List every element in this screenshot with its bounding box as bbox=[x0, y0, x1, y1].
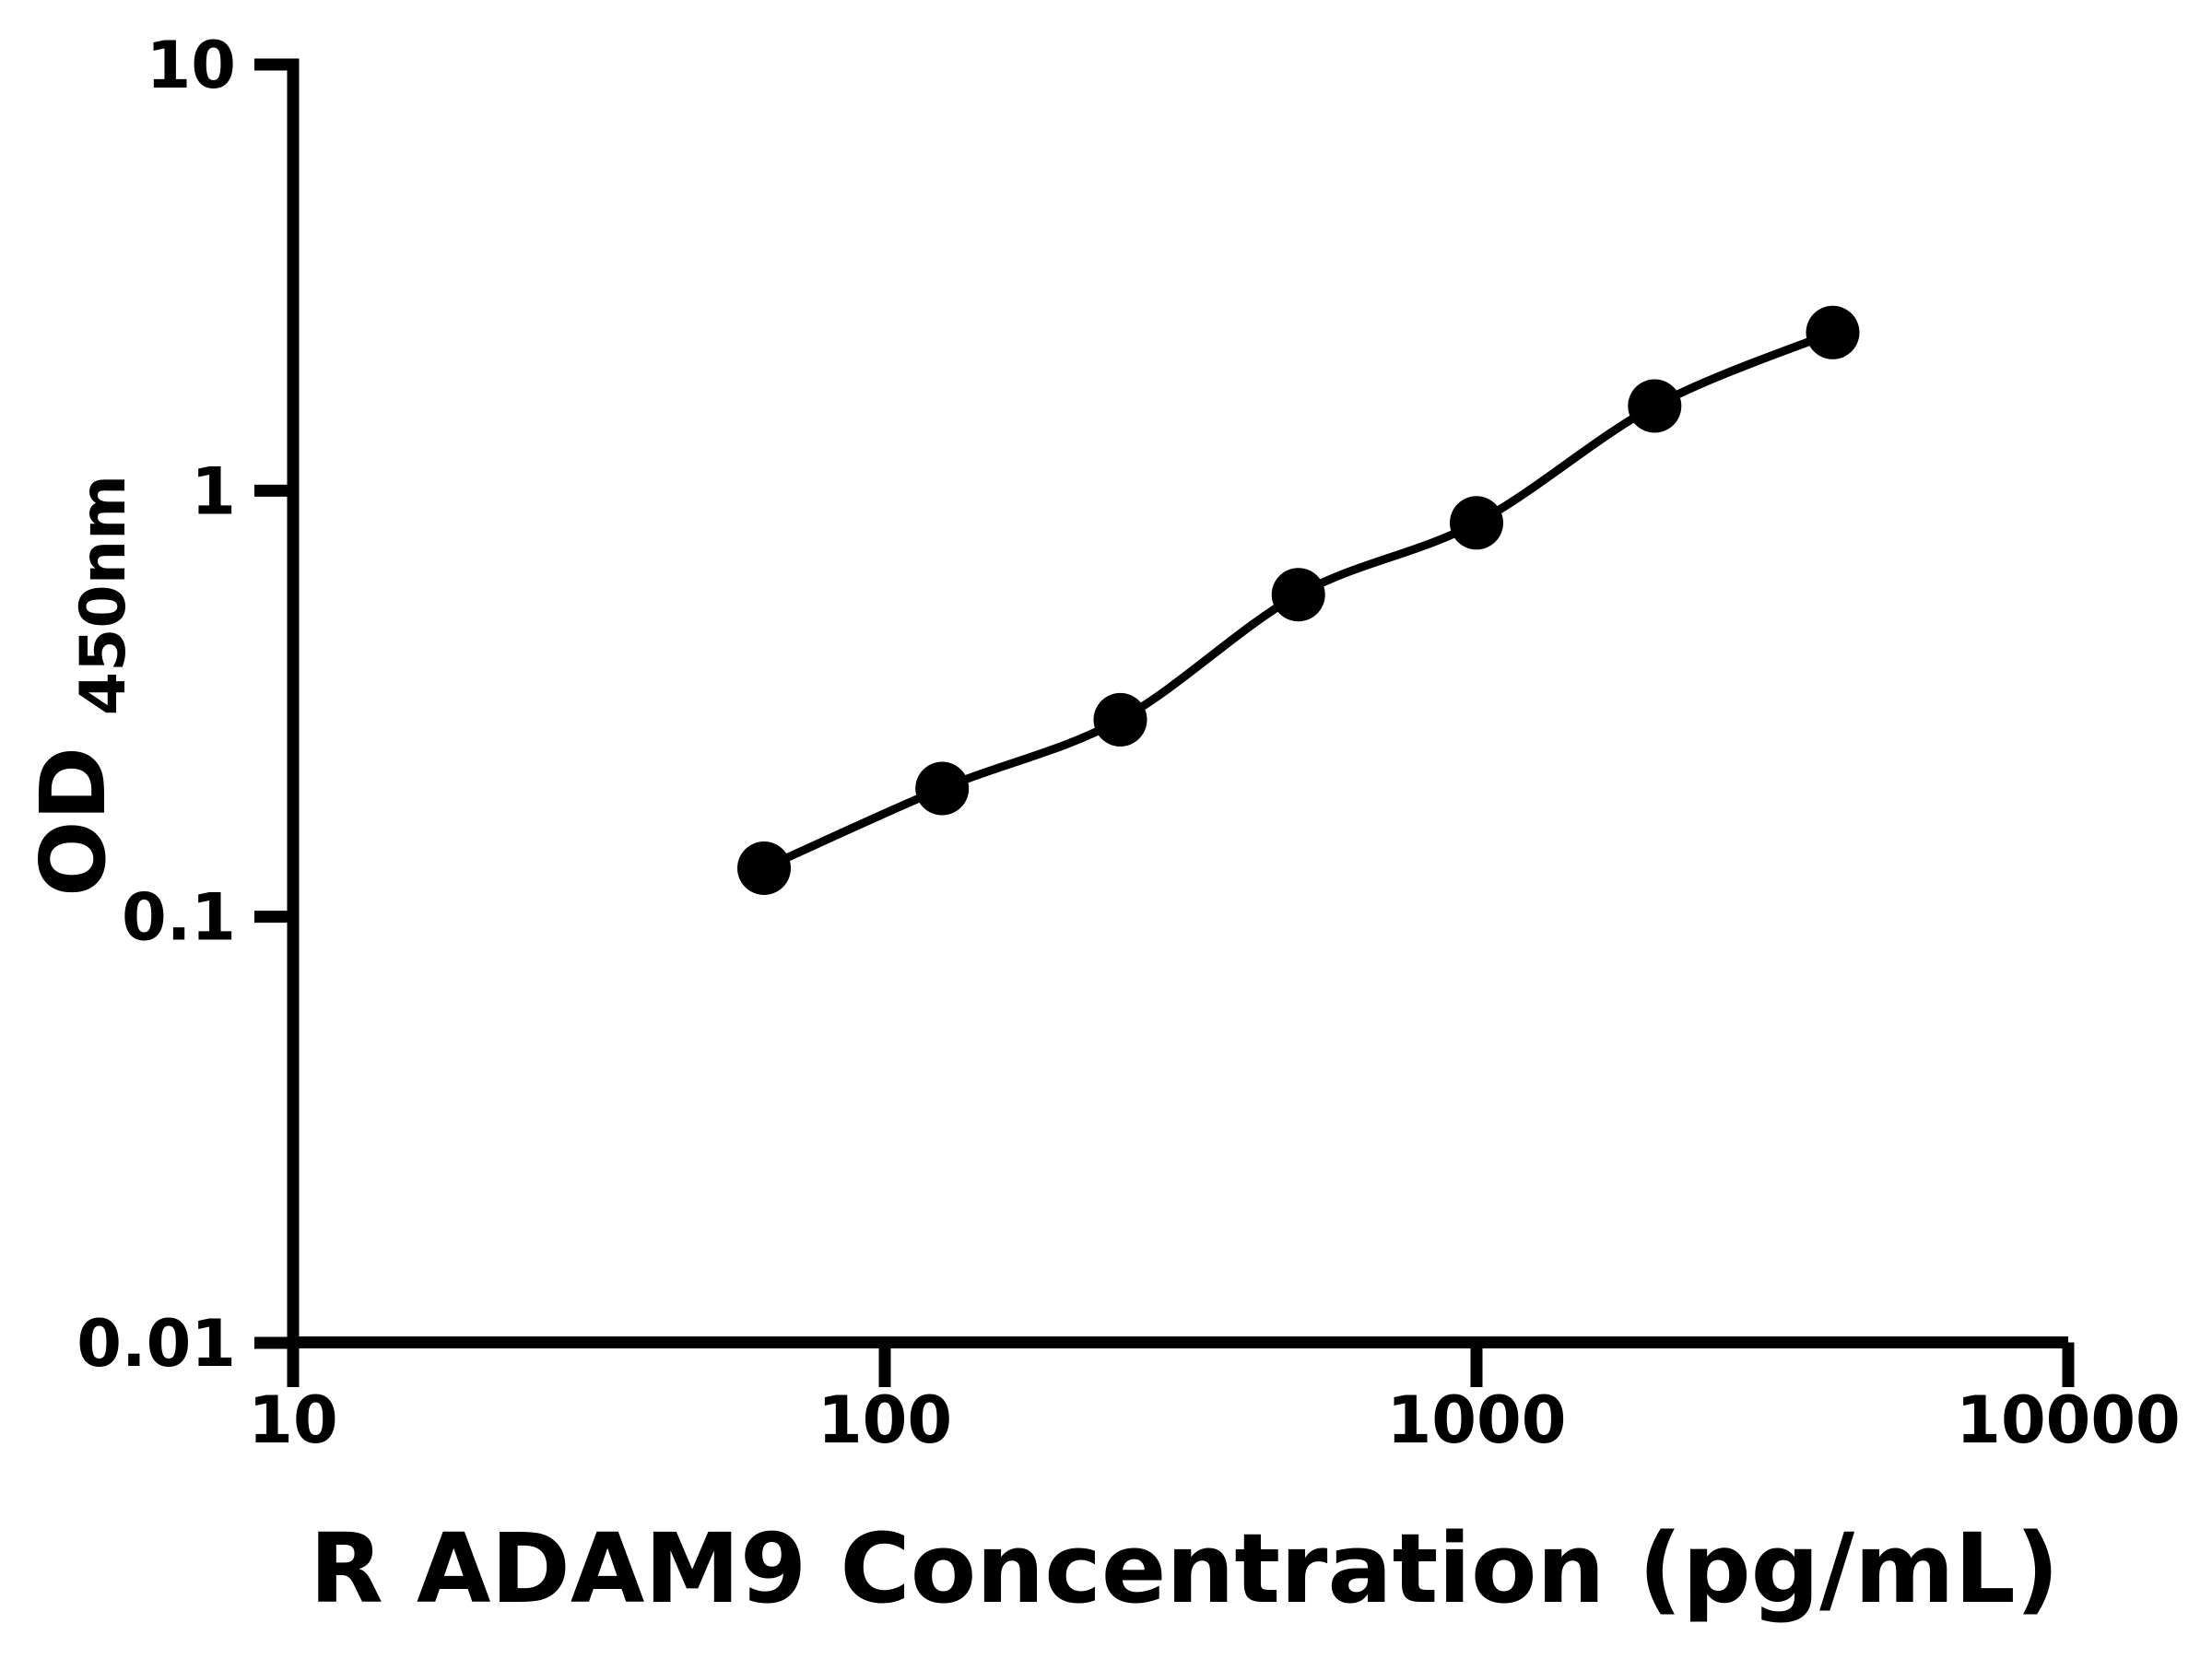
data-point-marker bbox=[1271, 568, 1325, 622]
plot-layer bbox=[737, 305, 1860, 895]
x-tick-label: 10 bbox=[248, 1382, 337, 1458]
y-tick-label: 0.1 bbox=[122, 880, 236, 956]
data-point-marker bbox=[737, 841, 791, 895]
data-point-marker bbox=[1806, 305, 1860, 359]
data-point-marker bbox=[1450, 496, 1503, 550]
x-tick-label: 10000 bbox=[1956, 1382, 2181, 1458]
y-tick-label: 0.01 bbox=[76, 1306, 236, 1382]
x-tick-label: 1000 bbox=[1387, 1382, 1567, 1458]
x-axis-title: R ADAM9 Concentration (pg/mL) bbox=[310, 1512, 2060, 1625]
y-axis-title: OD 450nm bbox=[21, 475, 140, 897]
y-axis-title-main: OD bbox=[21, 747, 125, 897]
data-point-marker bbox=[915, 761, 970, 816]
data-point-marker bbox=[1628, 379, 1682, 433]
y-tick-label: 10 bbox=[147, 28, 236, 103]
y-tick-label: 1 bbox=[191, 453, 236, 529]
x-tick-label: 100 bbox=[818, 1382, 952, 1458]
y-axis-title-sub: 450nm bbox=[67, 475, 140, 715]
data-point-marker bbox=[1093, 692, 1147, 747]
